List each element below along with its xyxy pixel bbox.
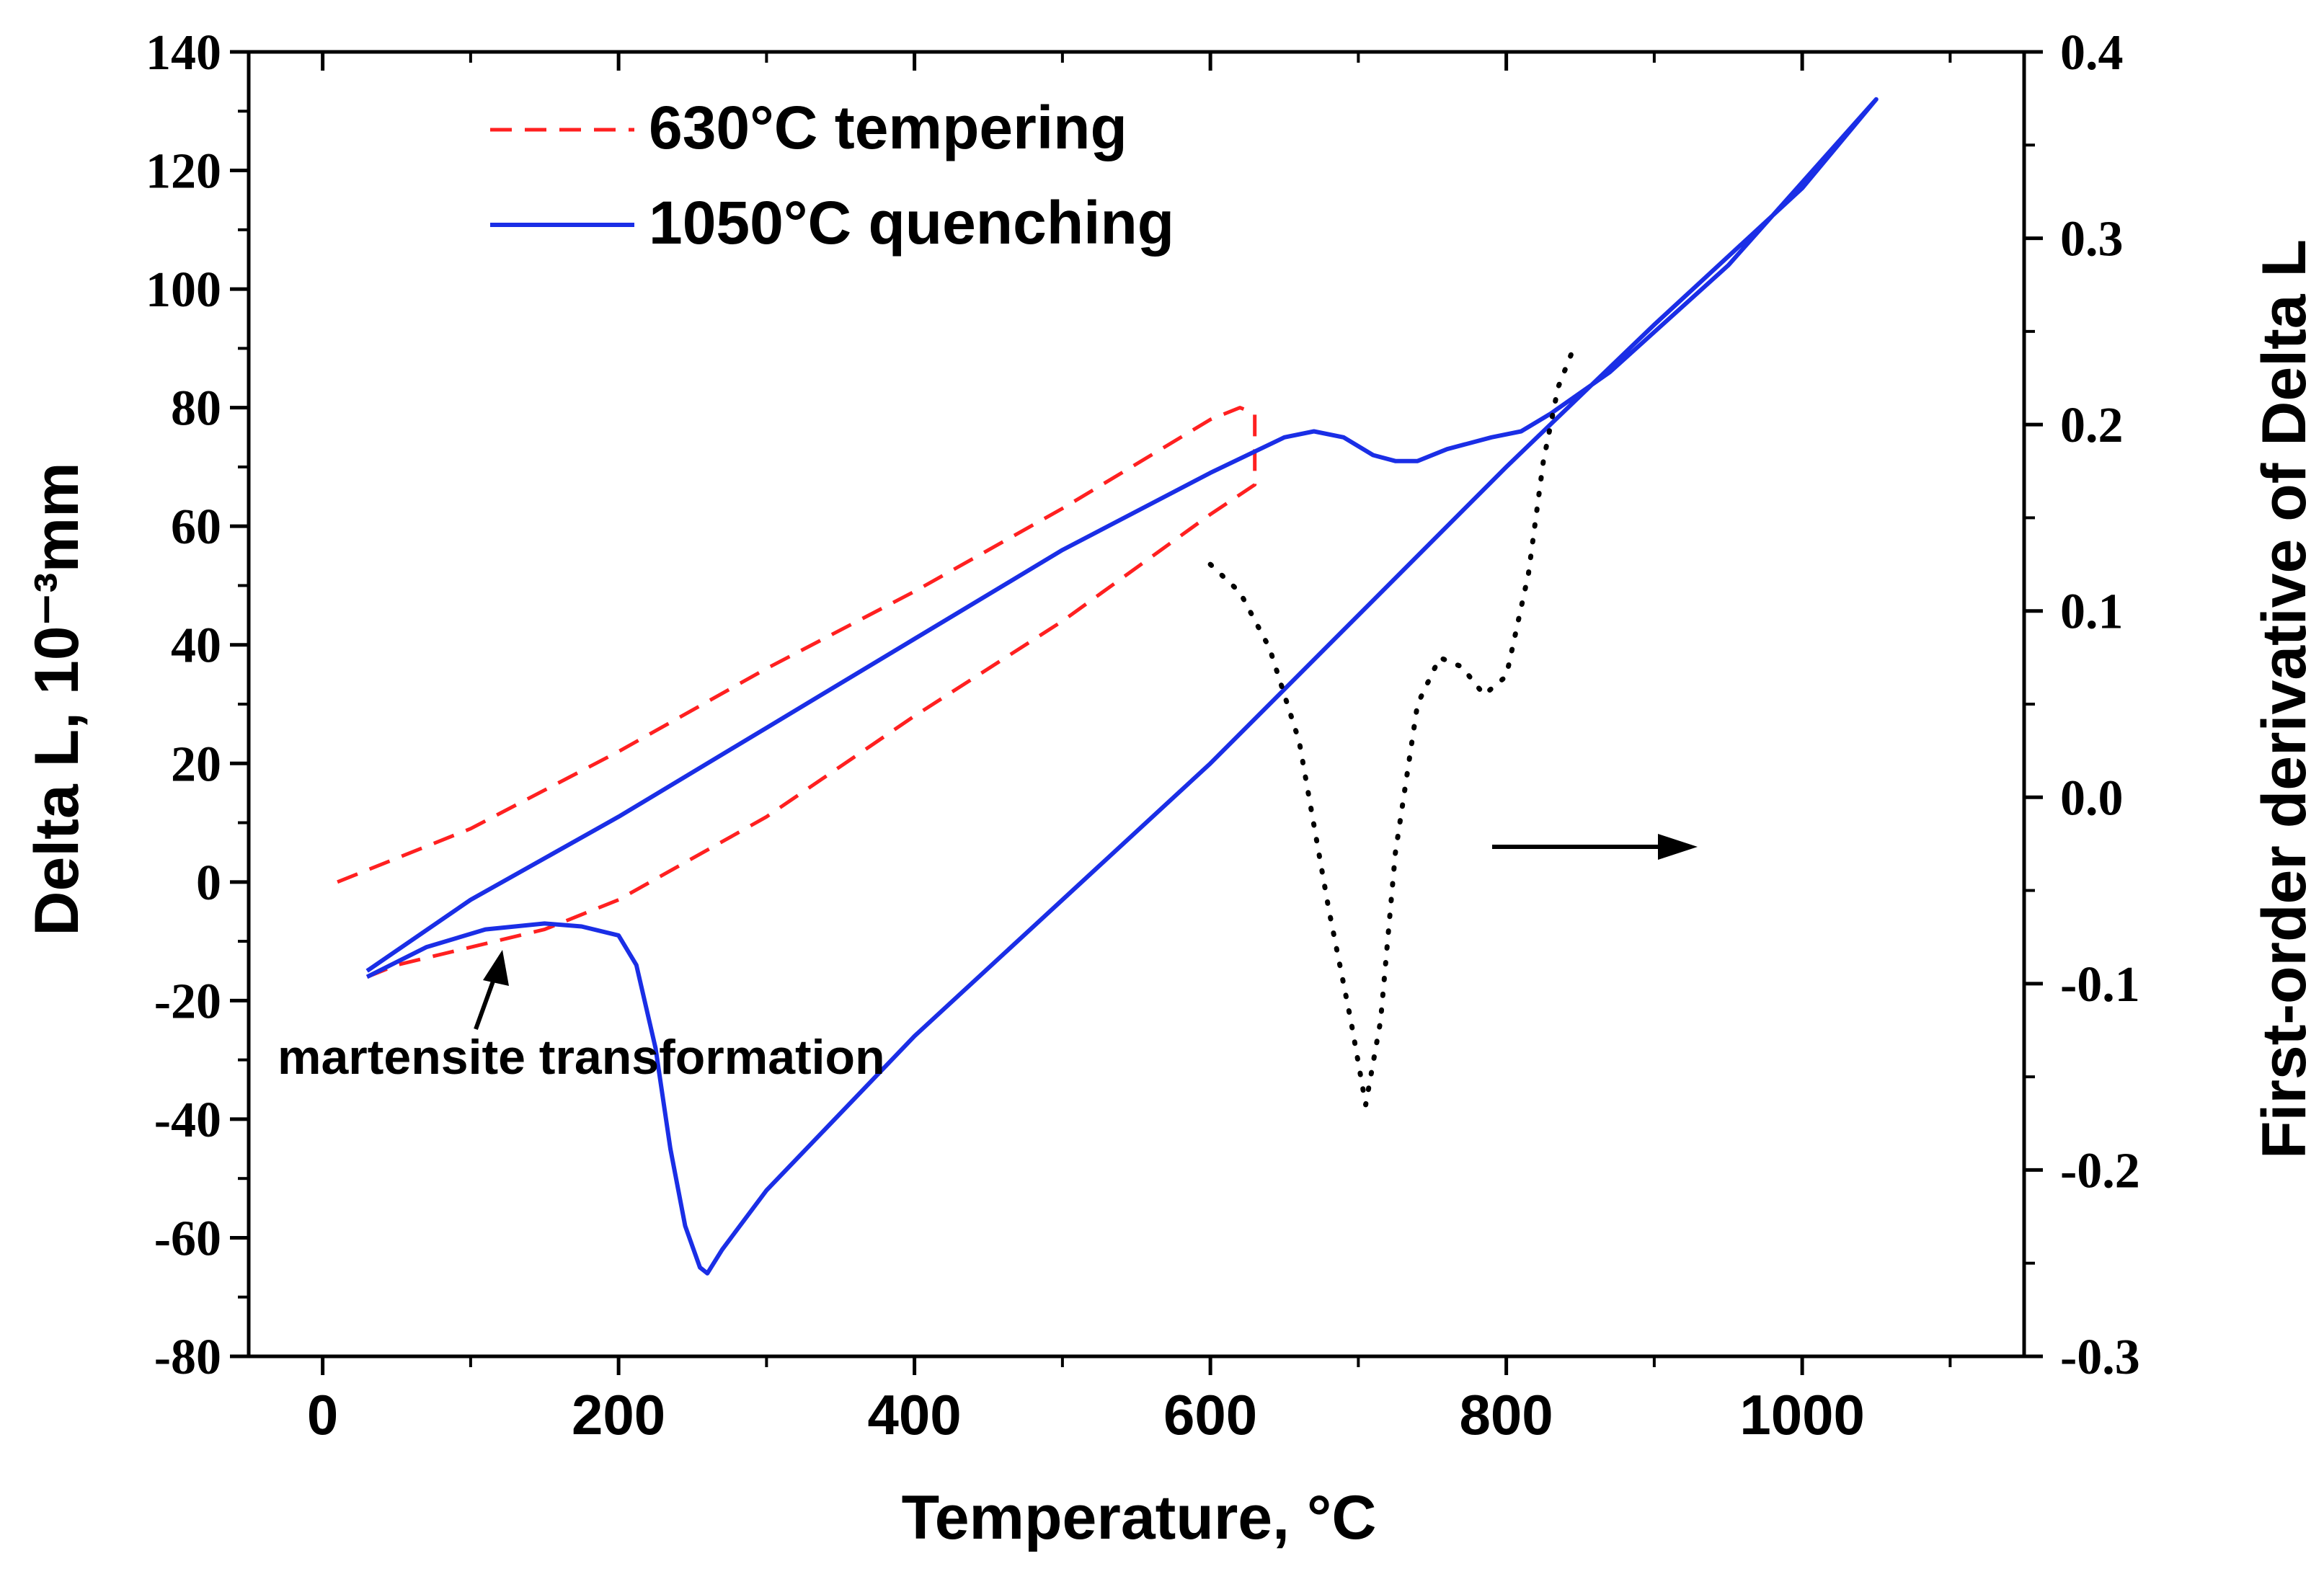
y2-axis-ticks: -0.3 -0.2 -0.1 0.0 0.1 0.2 0.3 0.4 xyxy=(2024,25,2140,1385)
y-tick-label: -80 xyxy=(154,1330,221,1385)
y-tick-label: 120 xyxy=(146,144,221,200)
y-tick-label: -60 xyxy=(154,1211,221,1266)
y-tick-label: 0 xyxy=(196,855,221,911)
series-line-derivative xyxy=(1207,347,1576,1108)
x-axis-ticks: 0 200 400 600 800 1000 xyxy=(307,52,1952,1446)
legend-label-tempering: 630°C tempering xyxy=(649,94,1127,161)
y-axis-label: Delta L, 10⁻³mm xyxy=(22,462,92,935)
y2-tick-label: -0.3 xyxy=(2060,1330,2140,1385)
legend-label-quenching: 1050°C quenching xyxy=(649,189,1174,257)
y2-tick-label: 0.4 xyxy=(2060,25,2124,81)
y2-tick-label: 0.2 xyxy=(2060,398,2124,453)
x-tick-label: 200 xyxy=(572,1383,665,1446)
x-tick-label: 400 xyxy=(868,1383,962,1446)
x-tick-label: 1000 xyxy=(1739,1383,1865,1446)
y2-tick-label: 0.3 xyxy=(2060,212,2124,267)
x-tick-label: 0 xyxy=(307,1383,338,1446)
y2-tick-label: 0.1 xyxy=(2060,584,2124,640)
y2-tick-label: -0.2 xyxy=(2060,1143,2140,1199)
y-tick-label: 140 xyxy=(146,25,221,81)
y2-axis-label: First-order derivative of Delta L xyxy=(2250,239,2319,1159)
series-layer xyxy=(337,97,1879,1276)
x-axis-label: Temperature, °C xyxy=(902,1483,1377,1552)
y-tick-label: 80 xyxy=(171,381,221,437)
series-line-quenching xyxy=(365,97,1879,1276)
y-tick-label: 100 xyxy=(146,262,221,318)
y-tick-label: 40 xyxy=(171,618,221,674)
y-tick-label: -40 xyxy=(154,1093,221,1148)
martensite-annotation: martensite transformation xyxy=(278,1030,885,1085)
y2-tick-label: -0.1 xyxy=(2060,957,2140,1013)
x-tick-label: 600 xyxy=(1163,1383,1257,1446)
legend: 630°C tempering 1050°C quenching xyxy=(490,94,1174,257)
y-tick-label: -20 xyxy=(154,974,221,1029)
y-tick-label: 60 xyxy=(171,499,221,555)
x-tick-label: 800 xyxy=(1460,1383,1553,1446)
y-axis-ticks: -80 -60 -40 -20 0 20 40 60 80 100 120 140 xyxy=(146,25,249,1385)
martensite-arrow-head xyxy=(483,950,509,986)
y2-tick-label: 0.0 xyxy=(2060,770,2124,826)
series-line-tempering xyxy=(337,406,1257,979)
y-tick-label: 20 xyxy=(171,737,221,792)
right-axis-arrow-head xyxy=(1658,834,1698,860)
